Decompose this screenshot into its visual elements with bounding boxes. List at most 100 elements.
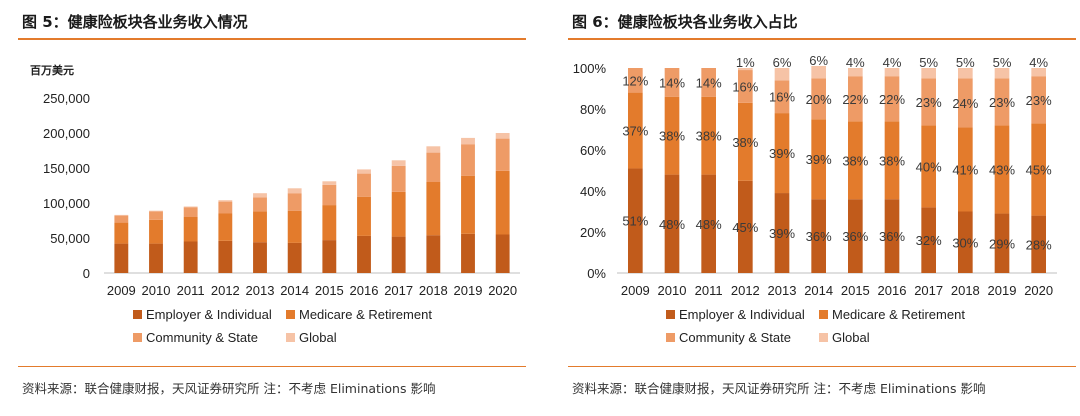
bar-segment [114,214,129,216]
legend-swatch [666,310,675,319]
bar-segment [921,125,936,208]
bar-segment [114,243,129,273]
data-label: 38% [732,135,758,150]
bar-segment [738,68,753,71]
bar-segment [426,182,441,236]
bar-segment [701,68,716,97]
bar-segment [994,213,1010,273]
bar-segment [811,65,826,79]
x-tick-label: 2020 [488,283,517,298]
data-label: 45% [732,220,758,235]
data-label: 48% [659,217,685,232]
bar-segment [664,68,680,97]
data-label: 6% [773,55,792,70]
bar-segment [1031,68,1046,77]
bar-segment [149,210,163,212]
x-tick-label: 2012 [211,283,240,298]
bar-segment [958,78,973,128]
x-tick-label: 2016 [350,283,379,298]
bar-segment [391,165,406,192]
legend-label: Medicare & Retirement [832,307,965,322]
bar-segment [738,70,753,103]
y-tick-label: 40% [580,184,606,199]
data-label: 38% [659,129,685,144]
bar-segment [461,144,475,176]
data-label: 23% [1026,93,1052,108]
data-label: 14% [696,75,722,90]
bar-segment [149,211,163,220]
data-label: 4% [1029,55,1048,70]
data-label: 39% [806,152,832,167]
legend-label: Community & State [679,330,791,345]
x-tick-label: 2015 [841,283,870,298]
bar-segment [495,133,510,139]
bar-segment [426,235,441,273]
data-label: 38% [696,129,722,144]
bar-segment [774,80,790,114]
data-label: 6% [809,53,828,68]
chart-title: 图 5：健康险板块各业务收入情况 [22,13,248,31]
data-label: 5% [993,55,1012,70]
legend-swatch [819,310,828,319]
bar-segment [921,207,936,273]
title-divider [568,38,1076,40]
bar-segment [774,193,790,273]
data-label: 24% [952,96,978,111]
bar-segment [461,233,475,273]
data-label: 23% [916,95,942,110]
bar-segment [921,78,936,126]
bar-segment [628,92,643,169]
bar-segment [322,240,337,273]
bar-segment [495,170,510,235]
legend-label: Medicare & Retirement [299,307,432,322]
y-tick-label: 20% [580,225,606,240]
data-label: 28% [1026,237,1052,252]
y-tick-label: 100% [573,61,607,76]
bar-segment [357,196,371,236]
data-label: 14% [659,75,685,90]
bar-segment [183,241,198,273]
data-label: 20% [806,92,832,107]
chart-title: 图 6：健康险板块各业务收入占比 [572,13,798,31]
bar-segment [738,102,753,181]
bar-segment [114,215,129,223]
y-tick-label: 0 [83,266,90,281]
bar-segment [322,184,337,206]
data-label: 16% [732,79,758,94]
bar-segment [357,173,371,197]
bar-segment [994,78,1010,126]
bar-segment [701,174,716,273]
bar-segment [426,152,441,182]
data-label: 4% [846,55,865,70]
data-label: 40% [916,159,942,174]
data-label: 32% [916,233,942,248]
bar-segment [774,68,790,81]
bar-segment [461,175,475,234]
bar-segment [664,174,680,273]
bar-segment [357,169,371,174]
data-label: 30% [952,235,978,250]
legend-label: Employer & Individual [146,307,272,322]
y-tick-label: 80% [580,102,606,117]
data-label: 45% [1026,162,1052,177]
bar-segment [994,68,1010,79]
bar-segment [848,199,863,273]
x-tick-label: 2016 [878,283,907,298]
data-label: 23% [989,95,1015,110]
data-label: 22% [879,92,905,107]
data-label: 36% [879,229,905,244]
bar-segment [1031,123,1046,216]
x-tick-label: 2017 [914,283,943,298]
bar-segment [738,180,753,273]
data-label: 4% [883,55,902,70]
bar-segment [848,68,863,77]
data-label: 37% [622,124,648,139]
source-note: 资料来源：联合健康财报，天风证券研究所 注：不考虑 Eliminations 影… [572,381,986,396]
bar-segment [701,96,716,175]
y-tick-label: 150,000 [43,161,90,176]
x-tick-label: 2013 [246,283,275,298]
bar-segment [253,242,267,273]
bar-segment [183,206,198,208]
share-stacked-bar-chart: 0% 20% 40% 60% 80% 100% 51% 37% 12% 2009 48% 38% 14%… [573,53,1057,345]
y-tick-label: 100,000 [43,196,90,211]
